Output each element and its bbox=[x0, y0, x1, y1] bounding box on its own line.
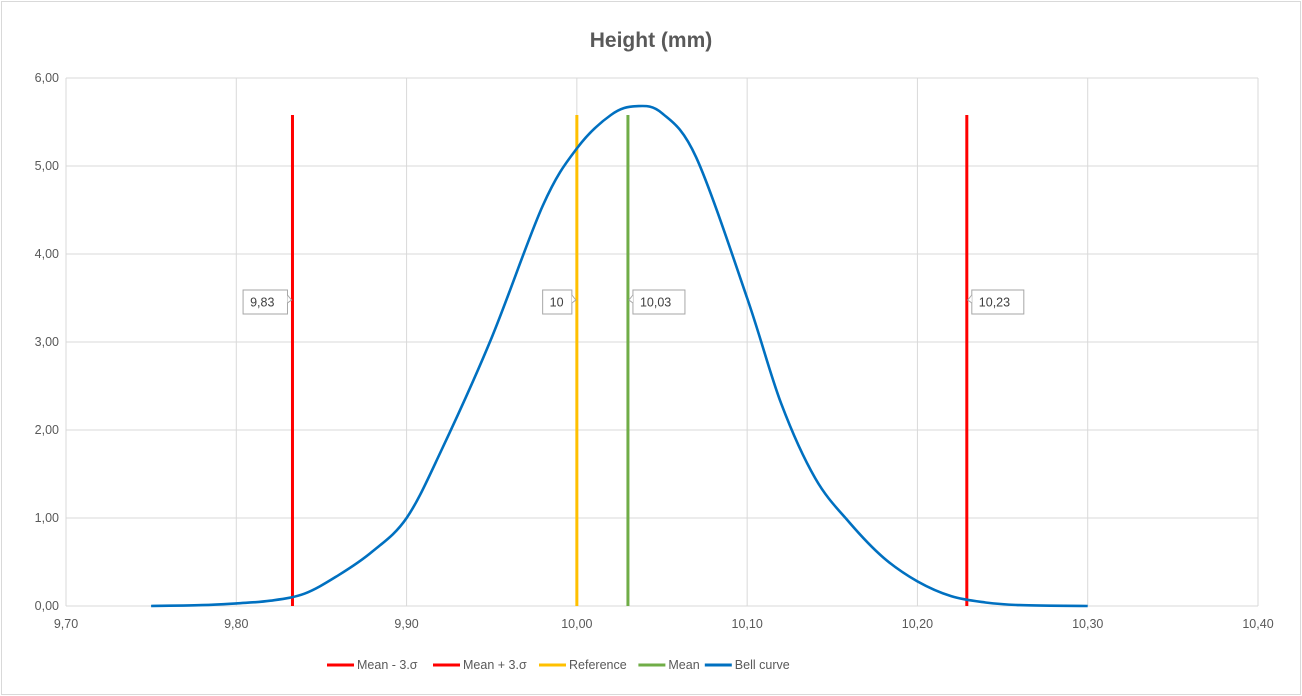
data-label-box bbox=[971, 289, 1025, 315]
y-tick-label: 1,00 bbox=[35, 511, 59, 525]
y-tick-label: 4,00 bbox=[35, 247, 59, 261]
data-label-box bbox=[632, 289, 686, 315]
x-tick-label: 10,30 bbox=[1072, 617, 1103, 631]
data-label-pointer bbox=[628, 294, 634, 304]
data-label-pointer bbox=[571, 294, 577, 304]
x-tick-label: 10,10 bbox=[732, 617, 763, 631]
legend: Mean - 3.σ Mean + 3.σ Reference Mean Bell cu… bbox=[327, 658, 790, 672]
chart-title: Height (mm) bbox=[590, 29, 713, 52]
x-tick-label: 10,40 bbox=[1242, 617, 1273, 631]
x-tick-label: 10,00 bbox=[561, 617, 592, 631]
x-axis-ticks: 9,70 9,80 9,90 10,00 10,10 10,20 10,30 10,40 bbox=[54, 617, 1274, 631]
legend-label: Mean + 3.σ bbox=[463, 658, 527, 672]
grid bbox=[65, 77, 1259, 607]
x-tick-label: 9,80 bbox=[224, 617, 248, 631]
x-tick-label: 9,70 bbox=[54, 617, 78, 631]
data-label-box bbox=[242, 289, 288, 315]
y-tick-label: 2,00 bbox=[35, 423, 59, 437]
data-label: 10,23 bbox=[979, 296, 1010, 310]
y-axis-ticks: 0,00 1,00 2,00 3,00 4,00 5,00 6,00 bbox=[35, 71, 59, 613]
y-tick-label: 5,00 bbox=[35, 159, 59, 173]
x-tick-label: 9,90 bbox=[394, 617, 418, 631]
legend-label: Bell curve bbox=[735, 658, 790, 672]
data-label: 10,03 bbox=[640, 296, 671, 310]
legend-label: Reference bbox=[569, 658, 627, 672]
bell-curve-line bbox=[151, 104, 1088, 608]
data-label: 10 bbox=[550, 296, 564, 310]
y-tick-label: 6,00 bbox=[35, 71, 59, 85]
data-label-pointer bbox=[967, 294, 973, 304]
legend-label: Mean - 3.σ bbox=[357, 658, 418, 672]
data-label-pointer bbox=[287, 294, 293, 304]
y-tick-label: 0,00 bbox=[35, 599, 59, 613]
data-labels: 9,83 10,23 10 10,03 bbox=[242, 289, 1025, 315]
legend-label: Mean bbox=[668, 658, 699, 672]
y-tick-label: 3,00 bbox=[35, 335, 59, 349]
series-layer bbox=[151, 104, 1088, 608]
x-tick-label: 10,20 bbox=[902, 617, 933, 631]
data-label: 9,83 bbox=[250, 296, 274, 310]
